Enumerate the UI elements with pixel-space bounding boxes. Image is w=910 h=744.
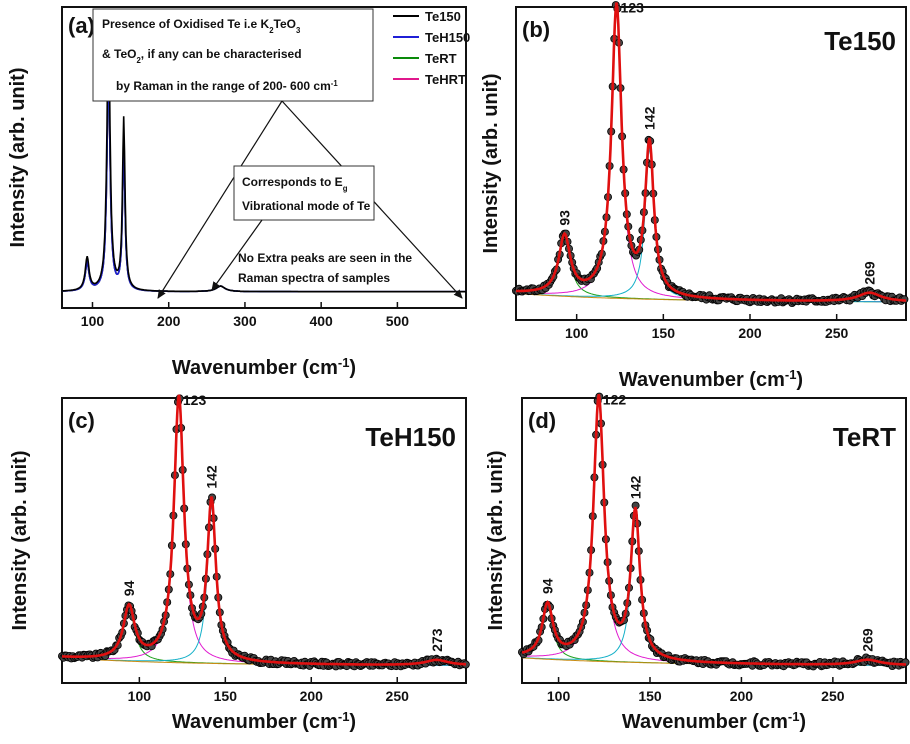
range-arrow-left <box>157 100 283 299</box>
annotation-line-part: TeO <box>274 17 296 31</box>
x-tick-label: 300 <box>233 313 257 329</box>
eg-line-part: Corresponds to E <box>242 175 343 189</box>
sample-name: TeRT <box>833 422 896 452</box>
x-axis-title-part: Wavenumber (cm <box>172 357 338 379</box>
y-axis-title: Intensity (arb. unit) <box>7 68 29 248</box>
x-tick-label: 100 <box>81 313 105 329</box>
peak-label: 122 <box>603 391 627 407</box>
plot-frame <box>515 6 907 321</box>
panel-label: (b) <box>522 17 550 42</box>
legend-label: Te150 <box>425 9 461 24</box>
annotation-line-part: Presence of Oxidised Te i.e K <box>102 17 270 31</box>
x-axis-title-part: ) <box>796 369 803 391</box>
sample-name: Te150 <box>824 26 896 56</box>
x-axis-title-part: Wavenumber (cm <box>622 711 788 733</box>
x-tick-label: 200 <box>157 313 181 329</box>
x-tick-label: 250 <box>821 688 845 704</box>
peak-label: 142 <box>627 476 643 500</box>
peak-label: 269 <box>860 628 876 652</box>
annotation-box <box>92 8 374 102</box>
x-axis-title-part: Wavenumber (cm <box>172 711 338 733</box>
annotation-line: Presence of Oxidised Te i.e K2TeO3 <box>102 17 301 35</box>
annotation-line: & TeO2, if any can be characterised <box>102 47 302 65</box>
x-tick-label: 200 <box>730 688 754 704</box>
x-axis-title-part: ) <box>349 711 356 733</box>
peak-label: 93 <box>557 210 573 226</box>
x-axis-title: Wavenumber (cm-1) <box>172 709 356 734</box>
peak-label: 273 <box>429 628 445 652</box>
x-axis-title-part: ) <box>799 711 806 733</box>
legend-label: TeH150 <box>425 30 470 45</box>
panel-c: 100 150 200 250 Wavenumber (cm-1) Intensity (… <box>9 392 470 734</box>
eg-box <box>233 165 375 221</box>
x-axis-title-part: -1 <box>338 709 350 724</box>
eg-arrow <box>211 219 263 291</box>
x-tick-label: 250 <box>825 325 849 341</box>
eg-line: Vibrational mode of Te <box>242 199 371 213</box>
y-axis-title: Intensity (arb. unit) <box>485 451 507 631</box>
x-tick-label: 100 <box>547 688 571 704</box>
panel-label: (d) <box>528 408 556 433</box>
x-axis-title: Wavenumber (cm-1) <box>172 355 356 380</box>
x-tick-label: 150 <box>652 325 676 341</box>
x-tick-label: 500 <box>386 313 410 329</box>
peak-label: 94 <box>121 580 137 596</box>
plot-frame <box>61 397 467 684</box>
legend-label: TeRT <box>425 51 457 66</box>
annotation-line-part: , if any can be characterised <box>141 47 302 61</box>
x-tick-label: 200 <box>738 325 762 341</box>
x-axis-title-part: -1 <box>788 709 800 724</box>
series-line-Te150 <box>62 21 466 293</box>
legend-label: TeHRT <box>425 72 466 87</box>
annotation-line-part: 2 <box>136 56 141 65</box>
panel-d: 100 150 200 250 Wavenumber (cm-1) Intensity (… <box>485 391 910 734</box>
panel-b: 100 150 200 250 Wavenumber (cm-1) Intensity (… <box>480 0 909 392</box>
annotation-line-part: by Raman in the range of 200- 600 cm <box>116 79 331 93</box>
plot-frame <box>61 6 467 309</box>
y-axis-title: Intensity (arb. unit) <box>480 74 502 254</box>
peak-label: 142 <box>641 106 657 130</box>
x-axis-title-part: ) <box>349 357 356 379</box>
x-axis-title: Wavenumber (cm-1) <box>619 367 803 392</box>
x-axis-title-part: Wavenumber (cm <box>619 369 785 391</box>
cumulative-fit-line <box>62 394 466 666</box>
y-axis-title: Intensity (arb. unit) <box>9 451 31 631</box>
note-line: No Extra peaks are seen in the <box>238 251 412 265</box>
peak-label: 94 <box>540 578 556 594</box>
peak-label: 123 <box>621 0 645 16</box>
x-tick-label: 100 <box>565 325 589 341</box>
x-tick-label: 250 <box>386 688 410 704</box>
panel-label: (a) <box>68 13 95 38</box>
panel-label: (c) <box>68 408 95 433</box>
x-axis-title-part: -1 <box>338 355 350 370</box>
peak-label: 142 <box>204 465 220 489</box>
x-tick-label: 150 <box>214 688 238 704</box>
sample-name: TeH150 <box>365 422 456 452</box>
annotation-line-part: & TeO <box>102 47 136 61</box>
x-tick-label: 150 <box>638 688 662 704</box>
x-tick-label: 100 <box>128 688 152 704</box>
peak-label: 123 <box>183 392 207 408</box>
eg-line-part: g <box>343 184 348 193</box>
plot-frame <box>521 397 907 684</box>
x-axis-title-part: -1 <box>785 367 797 382</box>
eg-line: Corresponds to Eg <box>242 175 348 193</box>
x-tick-label: 400 <box>309 313 333 329</box>
annotation-line-part: 3 <box>296 26 301 35</box>
peak-label: 269 <box>862 261 878 285</box>
cumulative-fit-line <box>521 394 906 666</box>
x-axis-title: Wavenumber (cm-1) <box>622 709 806 734</box>
cumulative-fit-line <box>516 2 906 302</box>
x-tick-label: 200 <box>300 688 324 704</box>
fit-component-142 <box>521 515 906 666</box>
note-line: Raman spectra of samples <box>238 271 390 285</box>
annotation-line: by Raman in the range of 200- 600 cm-1 <box>116 79 338 94</box>
annotation-line-part: 2 <box>269 26 274 35</box>
annotation-line-part: -1 <box>331 79 339 88</box>
